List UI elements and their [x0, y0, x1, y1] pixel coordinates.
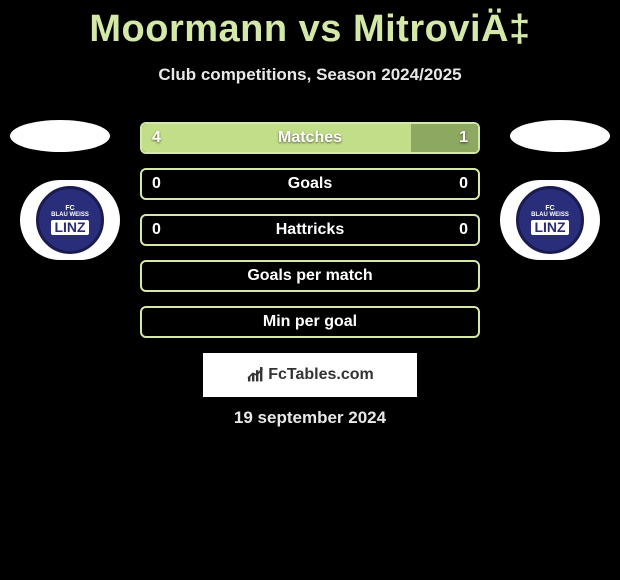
- badge-text: LINZ: [531, 220, 568, 235]
- badge-text: BLAU WEISS: [51, 212, 89, 219]
- stat-value-left: 4: [152, 129, 161, 147]
- stat-row: Goals per match: [140, 260, 480, 292]
- stat-row: 0 0Goals: [140, 168, 480, 200]
- stat-row: Min per goal: [140, 306, 480, 338]
- badge-text: LINZ: [51, 220, 88, 235]
- stat-label: Goals per match: [142, 267, 478, 285]
- player-photo-left-placeholder: [10, 120, 110, 152]
- stats-container: 41Matches00Goals00HattricksGoals per mat…: [140, 122, 480, 352]
- player-photo-right-placeholder: [510, 120, 610, 152]
- bar-left: [142, 124, 411, 152]
- page-subtitle: Club competitions, Season 2024/2025: [0, 65, 620, 85]
- club-badge-right: FC BLAU WEISS LINZ: [500, 180, 600, 260]
- stat-value-right: 0: [459, 175, 468, 193]
- stat-value-right: 0: [459, 221, 468, 239]
- badge-text: FC: [65, 205, 74, 212]
- stat-value-right: 1: [459, 129, 468, 147]
- badge-text: FC: [545, 205, 554, 212]
- stat-row: 41Matches: [140, 122, 480, 154]
- stat-value-left: 0: [152, 221, 161, 239]
- stat-value-left: 0: [152, 175, 161, 193]
- brand-watermark: FcTables.com: [203, 353, 417, 397]
- club-crest-icon: FC BLAU WEISS LINZ: [36, 186, 104, 254]
- page-title: Moormann vs MitroviÄ‡: [0, 0, 620, 51]
- club-badge-left: FC BLAU WEISS LINZ: [20, 180, 120, 260]
- club-crest-icon: FC BLAU WEISS LINZ: [516, 186, 584, 254]
- brand-text: FcTables.com: [268, 366, 374, 384]
- snapshot-date: 19 september 2024: [0, 408, 620, 428]
- chart-icon: [246, 367, 266, 383]
- stat-label: Min per goal: [142, 313, 478, 331]
- stat-row: 0 0Hattricks: [140, 214, 480, 246]
- stat-label: Goals: [142, 175, 478, 193]
- stat-label: Hattricks: [142, 221, 478, 239]
- badge-text: BLAU WEISS: [531, 212, 569, 219]
